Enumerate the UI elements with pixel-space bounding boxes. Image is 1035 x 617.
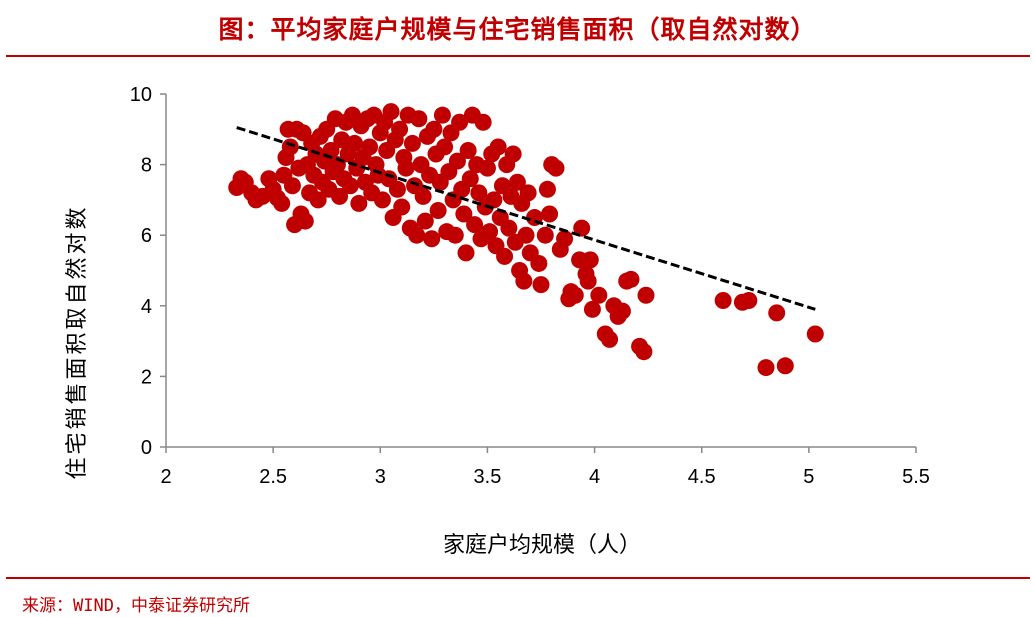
x-tick-label: 3.5 bbox=[474, 466, 502, 488]
y-tick-label: 0 bbox=[141, 437, 152, 459]
data-point bbox=[296, 212, 314, 230]
data-point bbox=[474, 113, 492, 131]
data-point bbox=[346, 134, 364, 152]
footer-divider bbox=[6, 577, 1030, 579]
source-note: 来源：WIND，中泰证券研究所 bbox=[22, 596, 250, 616]
data-point bbox=[613, 302, 631, 320]
data-point bbox=[579, 272, 597, 290]
data-point bbox=[470, 184, 488, 202]
data-point bbox=[583, 300, 601, 318]
data-point bbox=[331, 187, 349, 205]
data-point bbox=[350, 194, 368, 212]
data-point bbox=[459, 141, 477, 159]
data-point bbox=[622, 270, 640, 288]
x-tick-label: 2.5 bbox=[259, 466, 287, 488]
data-point bbox=[538, 180, 556, 198]
y-tick-label: 10 bbox=[130, 84, 152, 106]
data-point bbox=[519, 184, 537, 202]
data-point bbox=[408, 226, 426, 244]
data-point bbox=[466, 216, 484, 234]
x-tick-label: 5.5 bbox=[902, 466, 930, 488]
data-point bbox=[635, 343, 653, 361]
data-point bbox=[382, 103, 400, 121]
data-point bbox=[457, 244, 475, 262]
data-point bbox=[361, 138, 379, 156]
data-point bbox=[566, 286, 584, 304]
data-point bbox=[414, 187, 432, 205]
data-point bbox=[423, 230, 441, 248]
x-tick-label: 4.5 bbox=[688, 466, 716, 488]
data-point bbox=[273, 194, 291, 212]
x-tick-label: 2 bbox=[160, 466, 171, 488]
data-point bbox=[637, 286, 655, 304]
x-tick-label: 4 bbox=[589, 466, 600, 488]
data-point bbox=[740, 292, 758, 310]
data-point bbox=[806, 325, 824, 343]
data-point bbox=[448, 152, 466, 170]
data-point bbox=[573, 219, 591, 237]
data-point bbox=[485, 191, 503, 209]
data-point bbox=[496, 247, 514, 265]
data-point bbox=[283, 177, 301, 195]
y-tick-label: 4 bbox=[141, 296, 152, 318]
trendline bbox=[236, 126, 816, 311]
data-point bbox=[391, 120, 409, 138]
title-divider bbox=[6, 55, 1030, 57]
data-point bbox=[388, 180, 406, 198]
x-axis-title: 家庭户均规模（人） bbox=[443, 533, 641, 558]
data-point bbox=[556, 230, 574, 248]
data-point bbox=[461, 170, 479, 188]
data-point bbox=[481, 223, 499, 241]
data-point bbox=[547, 159, 565, 177]
data-point bbox=[451, 113, 469, 131]
data-point bbox=[757, 359, 775, 377]
y-tick-label: 8 bbox=[141, 155, 152, 177]
data-point bbox=[601, 330, 619, 348]
data-point bbox=[425, 120, 443, 138]
data-point bbox=[281, 138, 299, 156]
data-point bbox=[373, 191, 391, 209]
data-point bbox=[581, 251, 599, 269]
points-layer bbox=[228, 103, 824, 377]
data-point bbox=[515, 272, 533, 290]
data-point bbox=[500, 219, 518, 237]
data-point bbox=[530, 254, 548, 272]
trendline-layer bbox=[236, 126, 816, 311]
data-point bbox=[410, 110, 428, 128]
data-point bbox=[532, 276, 550, 294]
data-point bbox=[341, 177, 359, 195]
data-point bbox=[309, 191, 327, 209]
data-point bbox=[536, 226, 554, 244]
data-point bbox=[333, 131, 351, 149]
data-point bbox=[508, 173, 526, 191]
data-point bbox=[436, 138, 454, 156]
y-axis-title: 住宅销售面积取自然对数 bbox=[65, 204, 90, 479]
data-point bbox=[403, 134, 421, 152]
chart-title: 图：平均家庭户规模与住宅销售面积（取自然对数） bbox=[218, 15, 817, 44]
data-point bbox=[768, 304, 786, 322]
y-tick-label: 2 bbox=[141, 366, 152, 388]
data-point bbox=[776, 357, 794, 375]
data-point bbox=[478, 159, 496, 177]
data-point bbox=[714, 292, 732, 310]
data-point bbox=[455, 205, 473, 223]
data-point bbox=[429, 201, 447, 219]
data-point bbox=[397, 159, 415, 177]
x-tick-label: 5 bbox=[803, 466, 814, 488]
data-point bbox=[416, 212, 434, 230]
data-point bbox=[504, 145, 522, 163]
data-point bbox=[433, 106, 451, 124]
data-point bbox=[590, 286, 608, 304]
data-point bbox=[446, 226, 464, 244]
data-point bbox=[393, 198, 411, 216]
data-point bbox=[489, 138, 507, 156]
x-tick-label: 3 bbox=[375, 466, 386, 488]
y-tick-label: 6 bbox=[141, 225, 152, 247]
data-point bbox=[541, 205, 559, 223]
data-point bbox=[517, 226, 535, 244]
